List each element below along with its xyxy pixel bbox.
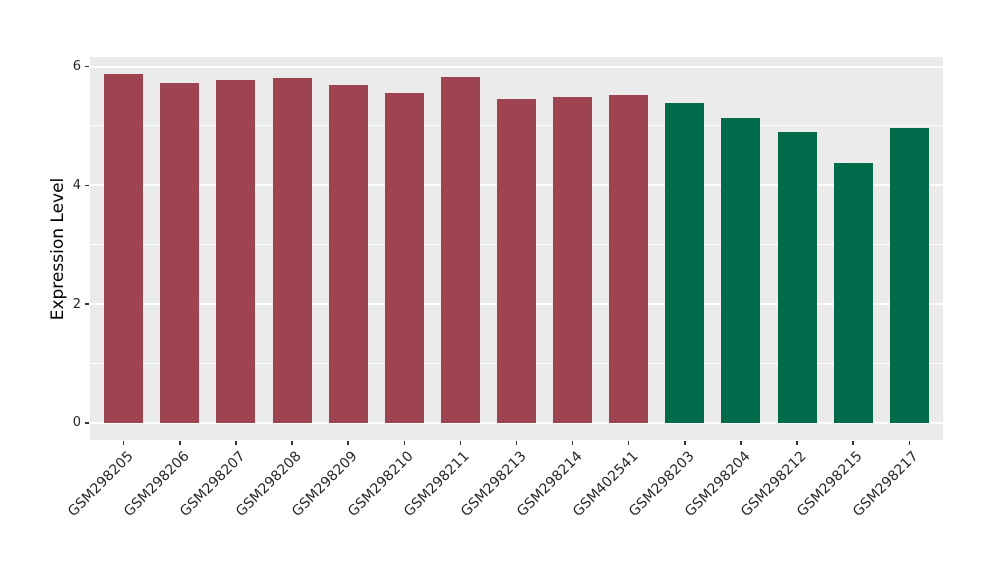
bar-GSM298217	[889, 128, 929, 423]
x-tick-mark-GSM298208	[291, 441, 293, 445]
y-tick-label-2: 2	[72, 296, 81, 312]
y-tick-label-0: 0	[72, 415, 81, 431]
y-tick-mark-4	[85, 184, 89, 186]
bar-GSM402541	[609, 95, 649, 423]
x-tick-mark-GSM298210	[403, 441, 405, 445]
x-tick-mark-GSM298205	[122, 441, 125, 445]
bar-GSM298215	[833, 162, 873, 423]
bar-GSM298207	[216, 80, 256, 423]
bar-GSM298214	[553, 97, 593, 423]
gridline-major-y0	[90, 421, 943, 424]
bar-GSM298211	[440, 77, 480, 423]
y-tick-label-4: 4	[72, 177, 81, 193]
x-tick-mark-GSM298213	[515, 441, 518, 445]
y-tick-mark-0	[85, 422, 89, 424]
x-tick-mark-GSM298209	[347, 441, 349, 445]
x-tick-mark-GSM298215	[852, 441, 854, 445]
y-tick-mark-2	[85, 303, 89, 305]
x-tick-mark-GSM298206	[179, 441, 181, 445]
bar-GSM298210	[384, 93, 424, 423]
bar-GSM298205	[104, 74, 144, 423]
x-tick-mark-GSM298214	[571, 441, 574, 445]
x-tick-mark-GSM298203	[684, 441, 686, 445]
x-tick-mark-GSM298212	[796, 441, 798, 445]
bar-GSM298209	[328, 84, 368, 423]
gridline-major-y6	[90, 65, 943, 68]
x-tick-mark-GSM298207	[235, 441, 237, 445]
y-tick-mark-6	[85, 65, 89, 68]
bar-GSM298213	[497, 98, 536, 423]
x-tick-mark-GSM298217	[908, 441, 911, 445]
bar-GSM298208	[272, 78, 312, 423]
x-tick-mark-GSM402541	[627, 441, 630, 445]
bar-GSM298203	[665, 103, 705, 423]
bar-GSM298204	[721, 117, 761, 423]
x-tick-mark-GSM298204	[740, 441, 742, 445]
bar-GSM298212	[777, 132, 817, 423]
bar-GSM298206	[160, 82, 200, 423]
x-tick-mark-GSM298211	[459, 441, 462, 445]
y-tick-label-6: 6	[72, 59, 81, 74]
